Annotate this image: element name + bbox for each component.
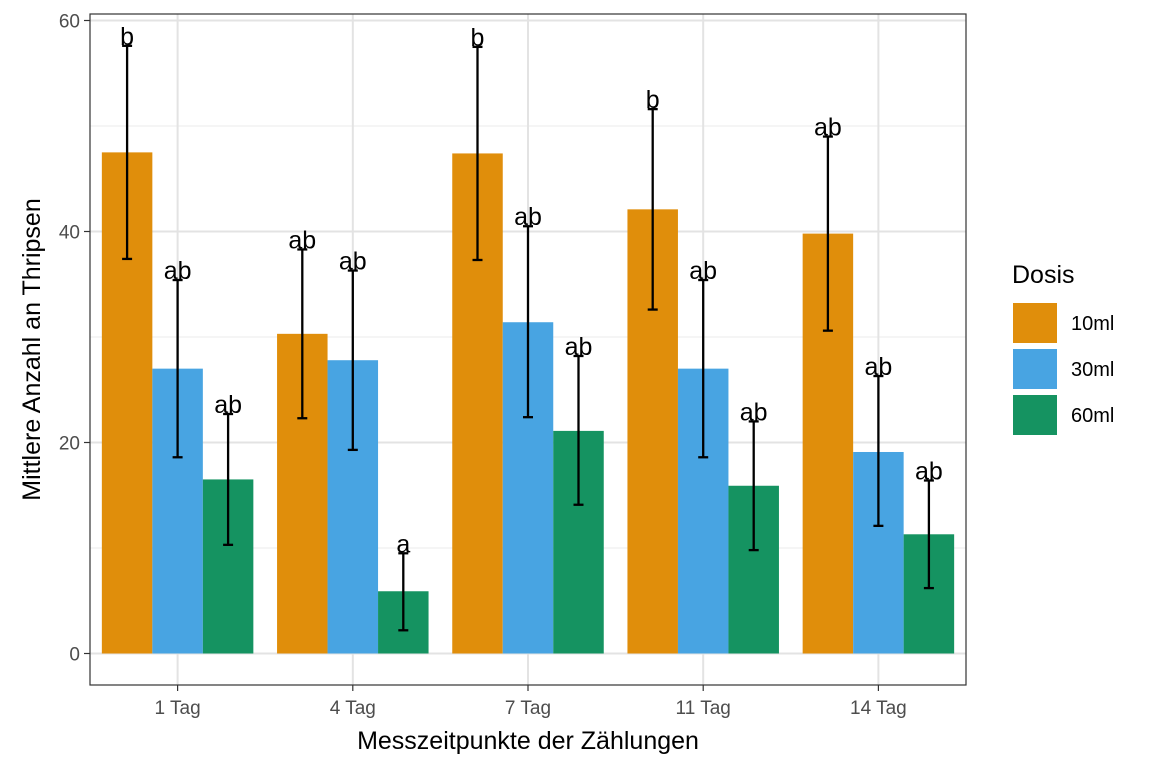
significance-label: b bbox=[471, 24, 485, 52]
legend: Dosis 10ml 30ml 60ml bbox=[1012, 261, 1114, 435]
significance-label: ab bbox=[915, 457, 943, 485]
significance-label: b bbox=[646, 86, 660, 114]
legend-title: Dosis bbox=[1012, 261, 1075, 289]
x-axis-title: Messzeitpunkte der Zählungen bbox=[357, 727, 699, 755]
y-tick-label: 0 bbox=[69, 645, 80, 666]
significance-label: ab bbox=[740, 398, 768, 426]
y-tick-label: 20 bbox=[59, 434, 80, 455]
error-bars bbox=[122, 44, 934, 632]
legend-key-30ml bbox=[1013, 349, 1057, 389]
legend-label: 10ml bbox=[1071, 313, 1114, 335]
legend-label: 60ml bbox=[1071, 405, 1114, 427]
legend-label: 30ml bbox=[1071, 359, 1114, 381]
legend-key-10ml bbox=[1013, 303, 1057, 343]
significance-label: ab bbox=[164, 257, 192, 285]
x-tick-label: 4 Tag bbox=[330, 698, 376, 719]
significance-label: ab bbox=[814, 114, 842, 142]
y-axis-title: Mittlere Anzahl an Thripsen bbox=[18, 198, 46, 500]
x-tick-label: 11 Tag bbox=[676, 698, 731, 719]
x-tick-label: 14 Tag bbox=[850, 698, 907, 719]
x-tick-label: 7 Tag bbox=[505, 698, 551, 719]
significance-label: a bbox=[396, 530, 410, 558]
significance-label: ab bbox=[339, 248, 367, 276]
y-tick-label: 60 bbox=[59, 12, 80, 33]
significance-label: ab bbox=[214, 391, 242, 419]
legend-key-60ml bbox=[1013, 395, 1057, 435]
significance-label: ab bbox=[514, 203, 542, 231]
significance-label: ab bbox=[288, 226, 316, 254]
x-tick-label: 1 Tag bbox=[155, 698, 201, 719]
axes: 0 20 40 60 1 Tag 4 Tag 7 Tag 11 Tag 14 Tag bbox=[59, 12, 907, 720]
y-tick-label: 40 bbox=[59, 223, 80, 244]
significance-label: ab bbox=[565, 333, 593, 361]
significance-label: ab bbox=[864, 353, 892, 381]
bars bbox=[101, 152, 955, 654]
significance-label: b bbox=[120, 23, 134, 51]
significance-label: ab bbox=[689, 257, 717, 285]
